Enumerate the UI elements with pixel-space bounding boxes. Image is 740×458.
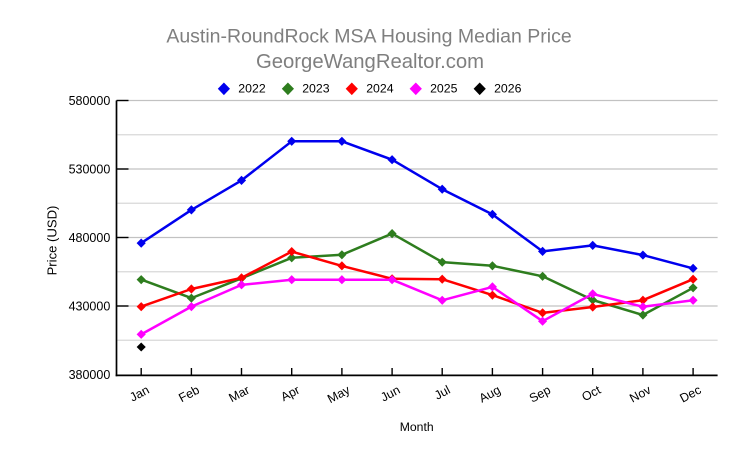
svg-text:2022: 2022 [238, 82, 266, 96]
svg-text:580000: 580000 [69, 94, 111, 108]
svg-text:2025: 2025 [430, 82, 458, 96]
svg-text:2026: 2026 [494, 82, 522, 96]
svg-text:2024: 2024 [366, 82, 394, 96]
svg-text:Month: Month [400, 420, 434, 434]
svg-text:380000: 380000 [69, 368, 111, 382]
svg-text:430000: 430000 [69, 299, 111, 313]
svg-text:Austin-RoundRock MSA Housing M: Austin-RoundRock MSA Housing Median Pric… [166, 26, 571, 48]
svg-text:Jul: Jul [432, 383, 453, 403]
svg-text:480000: 480000 [69, 231, 111, 245]
svg-text:530000: 530000 [69, 162, 111, 176]
svg-text:2023: 2023 [302, 82, 330, 96]
svg-text:GeorgeWangRealtor.com: GeorgeWangRealtor.com [256, 51, 484, 73]
svg-text:Price (USD): Price (USD) [45, 206, 60, 276]
